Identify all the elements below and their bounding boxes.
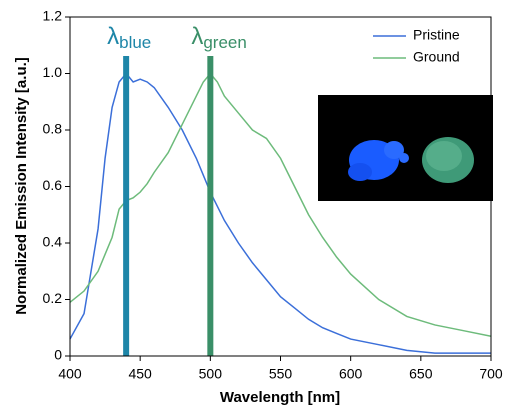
y-tick-label: 1.0 — [43, 64, 63, 80]
x-tick-label: 600 — [339, 366, 363, 382]
y-tick-label: 0.8 — [43, 121, 63, 137]
plot-frame — [69, 16, 492, 357]
annotation-label: λblue — [107, 23, 151, 52]
y-tick-label: 0.6 — [43, 177, 63, 193]
inset-photo: Pristine Ground UV light — [318, 95, 493, 201]
x-tick-label: 400 — [58, 366, 82, 382]
x-tick-label: 700 — [479, 366, 503, 382]
x-tick-label: 450 — [128, 366, 152, 382]
pristine-powder — [348, 140, 409, 181]
y-tick-label: 0.2 — [43, 290, 63, 306]
x-tick-label: 650 — [409, 366, 433, 382]
inset-side-label: UV light — [325, 138, 339, 181]
series-line — [69, 72, 492, 337]
y-tick-label: 1.2 — [43, 8, 63, 24]
annotation-label: λgreen — [191, 23, 246, 52]
legend-label: Pristine — [413, 27, 460, 43]
annotation-symbol: λ — [191, 23, 203, 50]
annotation-bar — [123, 56, 130, 356]
y-axis-title: Normalized Emission Intensity [a.u.] — [13, 57, 30, 315]
x-axis-title: Wavelength [nm] — [220, 389, 340, 406]
annotation-symbol: λ — [107, 23, 119, 50]
inset-label: Pristine — [340, 100, 380, 114]
x-tick-label: 550 — [269, 366, 293, 382]
ground-powder — [422, 137, 474, 183]
annotation-bar — [207, 56, 214, 356]
series-line — [69, 72, 491, 354]
annotation-subscript: green — [203, 33, 246, 52]
y-tick-label: 0 — [54, 347, 62, 363]
legend-label: Ground — [413, 49, 460, 65]
y-tick-label: 0.4 — [43, 234, 63, 250]
x-tick-label: 500 — [199, 366, 223, 382]
inset-label: Ground — [422, 100, 462, 114]
annotation-subscript: blue — [119, 33, 151, 52]
